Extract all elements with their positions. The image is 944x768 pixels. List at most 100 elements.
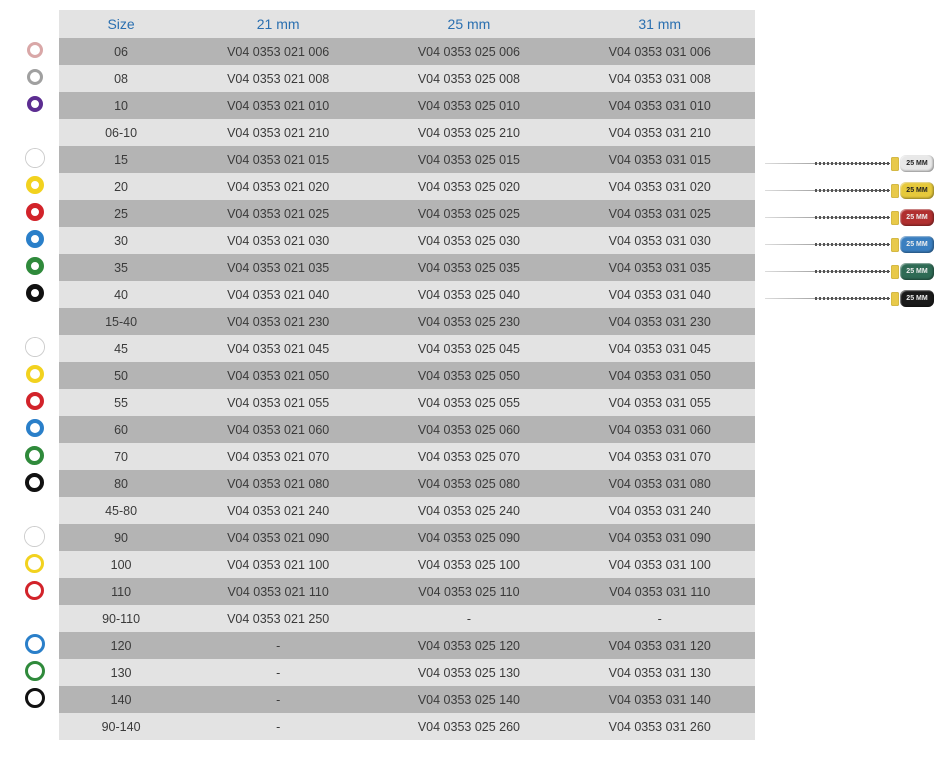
size-color-ring-icon <box>26 149 44 167</box>
size-color-ring-icon <box>25 527 44 546</box>
cell-code: V04 0353 021 030 <box>183 227 374 254</box>
file-handle: 25 MM <box>900 263 934 280</box>
cell-code: V04 0353 031 045 <box>564 335 755 362</box>
cell-code: - <box>183 632 374 659</box>
table-row: 45V04 0353 021 045V04 0353 025 045V04 03… <box>10 335 755 362</box>
cell-size: 25 <box>59 200 182 227</box>
row-icon-cell <box>10 713 59 740</box>
cell-code: V04 0353 021 240 <box>183 497 374 524</box>
table-row: 06V04 0353 021 006V04 0353 025 006V04 03… <box>10 38 755 65</box>
cell-code: V04 0353 031 025 <box>564 200 755 227</box>
row-icon-cell <box>10 119 59 146</box>
table-row: 10V04 0353 021 010V04 0353 025 010V04 03… <box>10 92 755 119</box>
file-shaft-icon <box>765 271 890 272</box>
size-color-ring-icon <box>25 473 44 492</box>
file-shaft-icon <box>765 298 890 299</box>
cell-code: V04 0353 031 070 <box>564 443 755 470</box>
table-header-row: Size 21 mm 25 mm 31 mm <box>10 10 755 38</box>
cell-code: V04 0353 021 045 <box>183 335 374 362</box>
cell-code: V04 0353 025 100 <box>374 551 565 578</box>
cell-size: 50 <box>59 362 182 389</box>
size-color-ring-icon <box>26 257 44 275</box>
cell-code: V04 0353 031 006 <box>564 38 755 65</box>
row-icon-cell <box>10 65 59 92</box>
row-icon-cell <box>10 659 59 686</box>
cell-code: V04 0353 021 100 <box>183 551 374 578</box>
cell-size: 06 <box>59 38 182 65</box>
cell-code: V04 0353 025 015 <box>374 146 565 173</box>
table-row: 45-80V04 0353 021 240V04 0353 025 240V04… <box>10 497 755 524</box>
product-table: Size 21 mm 25 mm 31 mm 06V04 0353 021 00… <box>10 10 755 740</box>
size-color-ring-icon <box>25 581 44 600</box>
row-icon-cell <box>10 200 59 227</box>
cell-size: 55 <box>59 389 182 416</box>
cell-code: V04 0353 031 050 <box>564 362 755 389</box>
cell-size: 120 <box>59 632 182 659</box>
row-icon-cell <box>10 497 59 524</box>
row-icon-cell <box>10 38 59 65</box>
file-handle: 25 MM <box>900 290 934 307</box>
row-icon-cell <box>10 686 59 713</box>
table-row: 140-V04 0353 025 140V04 0353 031 140 <box>10 686 755 713</box>
table-row: 55V04 0353 021 055V04 0353 025 055V04 03… <box>10 389 755 416</box>
cell-code: V04 0353 031 260 <box>564 713 755 740</box>
size-color-ring-icon <box>25 634 45 654</box>
cell-size: 35 <box>59 254 182 281</box>
row-icon-cell <box>10 416 59 443</box>
cell-code: V04 0353 021 035 <box>183 254 374 281</box>
cell-code: - <box>183 659 374 686</box>
file-handle: 25 MM <box>900 155 934 172</box>
cell-code: V04 0353 025 010 <box>374 92 565 119</box>
cell-code: - <box>374 605 565 632</box>
cell-code: V04 0353 021 230 <box>183 308 374 335</box>
cell-code: V04 0353 031 210 <box>564 119 755 146</box>
cell-code: V04 0353 025 140 <box>374 686 565 713</box>
cell-code: V04 0353 025 070 <box>374 443 565 470</box>
cell-code: V04 0353 025 045 <box>374 335 565 362</box>
size-color-ring-icon <box>25 554 44 573</box>
cell-size: 10 <box>59 92 182 119</box>
row-icon-cell <box>10 281 59 308</box>
cell-code: V04 0353 025 060 <box>374 416 565 443</box>
cell-size: 15-40 <box>59 308 182 335</box>
cell-code: V04 0353 025 008 <box>374 65 565 92</box>
size-color-ring-icon <box>26 176 44 194</box>
cell-code: V04 0353 025 050 <box>374 362 565 389</box>
cell-code: V04 0353 021 020 <box>183 173 374 200</box>
table-row: 110V04 0353 021 110V04 0353 025 110V04 0… <box>10 578 755 605</box>
table-row: 90-110V04 0353 021 250-- <box>10 605 755 632</box>
size-color-ring-icon <box>26 230 44 248</box>
file-shaft-icon <box>765 217 890 218</box>
cell-size: 110 <box>59 578 182 605</box>
header-21mm: 21 mm <box>183 10 374 38</box>
row-icon-cell <box>10 524 59 551</box>
table-row: 130-V04 0353 025 130V04 0353 031 130 <box>10 659 755 686</box>
cell-code: V04 0353 025 260 <box>374 713 565 740</box>
cell-code: V04 0353 021 006 <box>183 38 374 65</box>
cell-code: V04 0353 031 030 <box>564 227 755 254</box>
size-color-ring-icon <box>25 446 44 465</box>
cell-code: V04 0353 031 010 <box>564 92 755 119</box>
cell-size: 20 <box>59 173 182 200</box>
row-icon-cell <box>10 443 59 470</box>
file-instrument: 25 MM <box>765 258 934 285</box>
row-icon-cell <box>10 551 59 578</box>
cell-code: V04 0353 031 020 <box>564 173 755 200</box>
size-color-ring-icon <box>25 688 45 708</box>
cell-code: - <box>183 686 374 713</box>
cell-size: 90-110 <box>59 605 182 632</box>
table-row: 15-40V04 0353 021 230V04 0353 025 230V04… <box>10 308 755 335</box>
cell-code: V04 0353 025 110 <box>374 578 565 605</box>
cell-code: V04 0353 031 110 <box>564 578 755 605</box>
row-icon-cell <box>10 173 59 200</box>
cell-size: 70 <box>59 443 182 470</box>
file-instrument: 25 MM <box>765 231 934 258</box>
cell-code: V04 0353 025 040 <box>374 281 565 308</box>
file-collar-icon <box>891 265 899 279</box>
header-icon-blank <box>10 10 59 38</box>
row-icon-cell <box>10 308 59 335</box>
file-shaft-icon <box>765 190 890 191</box>
cell-size: 60 <box>59 416 182 443</box>
cell-size: 90-140 <box>59 713 182 740</box>
cell-code: V04 0353 021 060 <box>183 416 374 443</box>
